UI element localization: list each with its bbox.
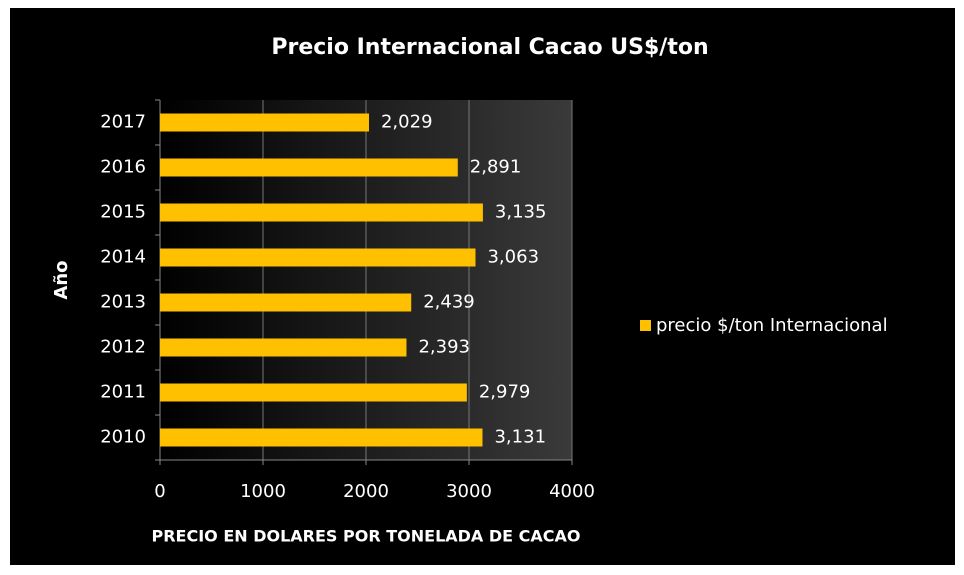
bar <box>160 113 369 132</box>
x-axis-label: PRECIO EN DOLARES POR TONELADA DE CACAO <box>151 527 580 546</box>
x-tick-label: 4000 <box>549 481 595 502</box>
value-label: 2,029 <box>381 112 433 133</box>
bar <box>160 203 483 222</box>
bar <box>160 428 483 447</box>
chart-title: Precio Internacional Cacao US$/ton <box>271 35 708 60</box>
value-label: 3,131 <box>494 427 546 448</box>
y-tick-label: 2015 <box>100 202 146 223</box>
value-label: 2,891 <box>470 157 522 178</box>
value-label: 2,439 <box>423 292 475 313</box>
x-tick-label: 1000 <box>240 481 286 502</box>
x-tick-label: 3000 <box>446 481 492 502</box>
bar <box>160 158 458 177</box>
bar <box>160 338 407 357</box>
legend-swatch <box>640 320 651 331</box>
x-tick-label: 0 <box>154 481 165 502</box>
legend-label: precio $/ton Internacional <box>656 315 888 336</box>
y-tick-label: 2011 <box>100 382 146 403</box>
value-label: 2,979 <box>479 382 531 403</box>
y-tick-label: 2010 <box>100 427 146 448</box>
y-tick-label: 2013 <box>100 292 146 313</box>
value-label: 2,393 <box>418 337 470 358</box>
value-label: 3,063 <box>487 247 539 268</box>
bar <box>160 293 412 312</box>
y-axis-label: Año <box>51 260 72 299</box>
value-label: 3,135 <box>495 202 547 223</box>
bar <box>160 383 467 402</box>
x-tick-label: 2000 <box>343 481 389 502</box>
y-tick-label: 2016 <box>100 157 146 178</box>
y-tick-label: 2012 <box>100 337 146 358</box>
y-tick-label: 2017 <box>100 112 146 133</box>
y-tick-label: 2014 <box>100 247 146 268</box>
bar <box>160 248 476 267</box>
